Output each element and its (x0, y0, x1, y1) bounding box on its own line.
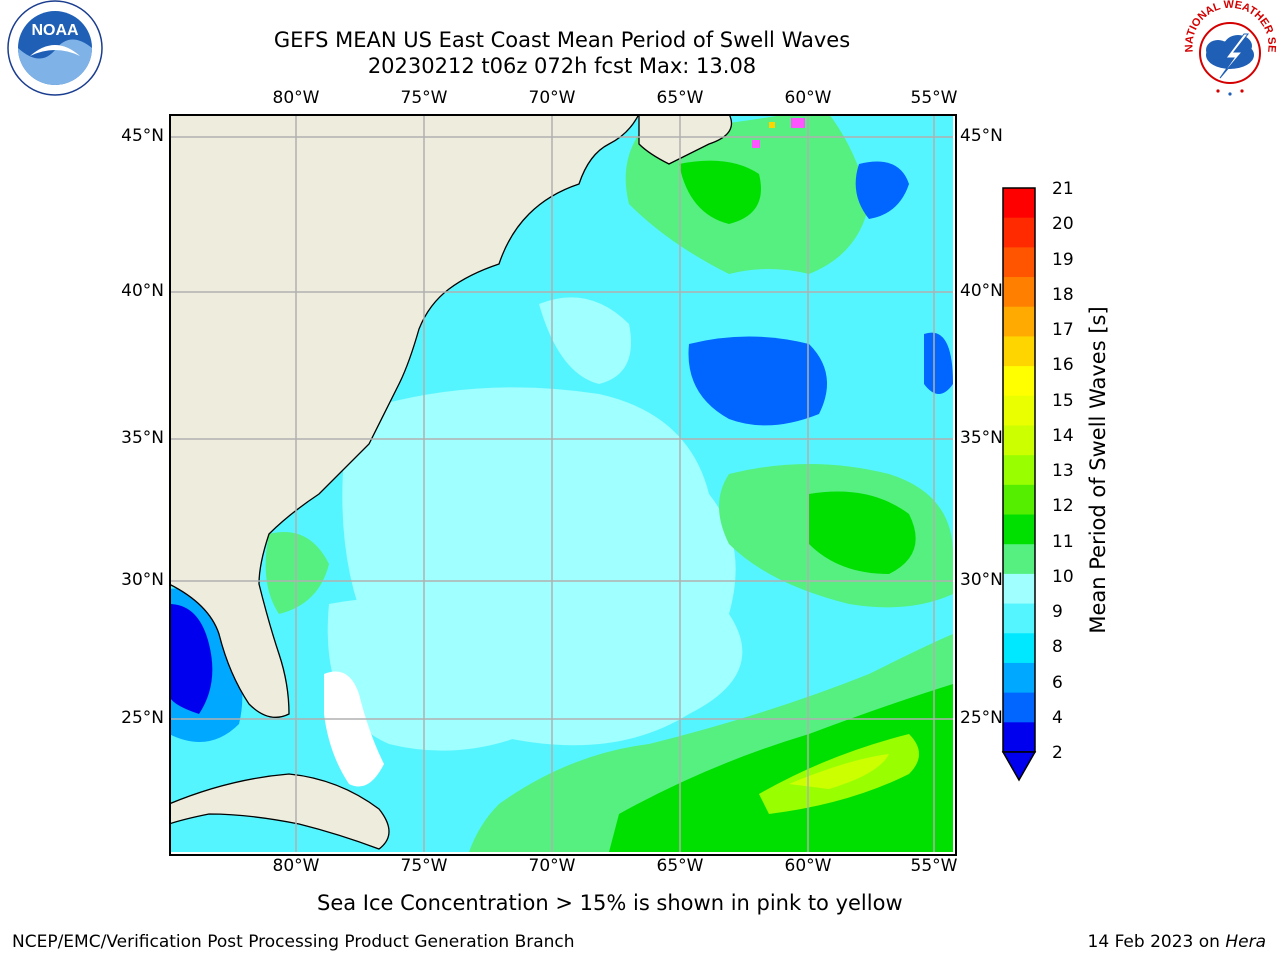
map-gridlines (169, 114, 953, 852)
colorbar-cell (1003, 692, 1035, 723)
chart-subtitle: 20230212 t06z 072h fcst Max: 13.08 (367, 54, 757, 78)
colorbar-tick-label: 14 (1052, 425, 1074, 446)
colorbar-tick-label: 19 (1052, 249, 1074, 270)
bahamas-bank (324, 671, 384, 787)
sea-ice-marker (791, 118, 805, 128)
lon-tick-bottom: 55°W (910, 856, 958, 876)
swell-zone-green-dark (679, 160, 761, 224)
colorbar-tick-label: 9 (1052, 602, 1063, 622)
sea-ice-note: Sea Ice Concentration > 15% is shown in … (317, 891, 903, 915)
colorbar-tick-label: 10 (1052, 566, 1074, 587)
colorbar-cell (1003, 395, 1035, 426)
svg-text:NOAA: NOAA (31, 22, 79, 39)
lat-tick-left: 25°N (121, 708, 164, 728)
us-landmass (169, 114, 640, 718)
colorbar-cell (1003, 306, 1035, 337)
nws-logo: NATIONAL WEATHER SERVICE (1178, 0, 1278, 96)
colorbar-tick-label: 2 (1052, 743, 1063, 763)
colorbar-cell (1003, 633, 1035, 664)
colorbar-tick-label: 16 (1052, 355, 1074, 376)
nova-scotia-landmass (638, 114, 733, 165)
colorbar-tick-label: 8 (1052, 637, 1063, 658)
colorbar-cell (1003, 455, 1035, 486)
footer-date: 14 Feb 2023 on Hera (1088, 932, 1266, 952)
colorbar-extend-arrow (1001, 751, 1037, 782)
lat-tick-left: 45°N (121, 126, 164, 146)
colorbar-cell (1003, 188, 1035, 219)
lon-tick-bottom: 70°W (528, 856, 576, 876)
lat-tick-left: 35°N (121, 428, 164, 448)
swell-zone-darkblue (169, 604, 213, 714)
colorbar-title: Mean Period of Swell Waves [s] (1086, 306, 1110, 634)
colorbar-cell (1003, 277, 1035, 308)
colorbar-cell (1003, 484, 1035, 516)
footer-credit: NCEP/EMC/Verification Post Processing Pr… (12, 932, 575, 952)
lon-tick-bottom: 75°W (400, 856, 448, 876)
lon-tick-top: 65°W (656, 88, 704, 108)
lat-tick-left: 40°N (121, 281, 164, 301)
colorbar-cell (1003, 603, 1035, 634)
colorbar-cell (1003, 662, 1035, 694)
swell-zone-green-dark (609, 684, 953, 852)
noaa-logo: NOAA (7, 0, 103, 96)
colorbar (1001, 187, 1037, 782)
swell-zone-light (539, 297, 631, 384)
lat-tick-left: 30°N (121, 570, 164, 590)
lon-tick-bottom: 65°W (656, 856, 704, 876)
colorbar-tick-label: 20 (1052, 214, 1074, 235)
swell-zone-blue (855, 161, 909, 219)
sea-ice-marker (769, 122, 775, 128)
colorbar-tick-label: 15 (1052, 390, 1074, 411)
colorbar-tick-label: 4 (1052, 707, 1063, 728)
cuba-landmass (169, 773, 390, 850)
swell-zone-green-dark (809, 491, 916, 574)
lon-tick-top: 55°W (910, 88, 958, 108)
colorbar-cell (1003, 247, 1035, 278)
lon-tick-bottom: 60°W (784, 856, 832, 876)
swell-zone-yellow (789, 754, 889, 789)
colorbar-tick-label: 21 (1052, 179, 1074, 199)
swell-zone-blue (688, 336, 827, 426)
lat-tick-right: 45°N (960, 126, 1003, 146)
swell-zone-green (265, 532, 329, 614)
colorbar-cell (1003, 366, 1035, 397)
colorbar-tick-label: 6 (1052, 672, 1063, 693)
chart-title: GEFS MEAN US East Coast Mean Period of S… (273, 28, 851, 52)
colorbar-cell (1003, 722, 1035, 753)
swell-zone-light (327, 598, 565, 751)
colorbar-cell (1003, 573, 1035, 605)
colorbar-cell (1003, 514, 1035, 545)
swell-zone-blue (924, 332, 953, 394)
lat-tick-right: 30°N (960, 570, 1003, 590)
footer-machine: Hera (1225, 932, 1266, 952)
swell-period-map (169, 114, 953, 852)
lon-tick-top: 70°W (528, 88, 576, 108)
colorbar-cell (1003, 336, 1035, 367)
lon-tick-top: 75°W (400, 88, 448, 108)
colorbar-cell (1003, 425, 1035, 456)
lon-tick-top: 60°W (784, 88, 832, 108)
colorbar-cells (1003, 188, 1035, 753)
footer-date-text: 14 Feb 2023 on (1087, 932, 1226, 952)
colorbar-tick-label: 12 (1052, 496, 1074, 517)
colorbar-tick-label: 17 (1052, 320, 1074, 340)
lat-tick-right: 35°N (960, 428, 1003, 448)
sea-ice-marker (752, 140, 760, 148)
lon-tick-bottom: 80°W (272, 856, 320, 876)
colorbar-cell (1003, 544, 1035, 575)
colorbar-tick-label: 13 (1052, 461, 1074, 481)
lat-tick-right: 40°N (960, 281, 1003, 301)
lon-tick-top: 80°W (272, 88, 320, 108)
colorbar-tick-label: 18 (1052, 284, 1074, 305)
colorbar-tick-label: 11 (1052, 531, 1074, 552)
lat-tick-right: 25°N (960, 708, 1003, 728)
colorbar-cell (1003, 217, 1035, 248)
